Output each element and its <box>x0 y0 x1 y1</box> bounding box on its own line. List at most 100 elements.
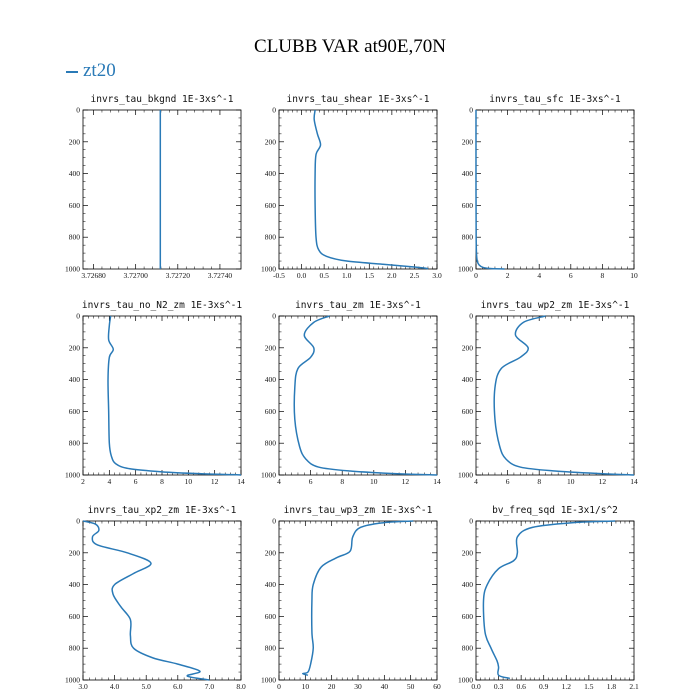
series-line-zt20 <box>493 315 635 476</box>
y-tick-label: 800 <box>462 233 474 242</box>
x-tick-label: 0.5 <box>319 271 329 280</box>
subplot-invrs-tau-no-N2-zm: invrs_tau_no_N2_zm 1E-3xs^-1 2 4 6 8 10 12 14 0 2… <box>65 300 245 486</box>
x-tick-label: 2.5 <box>410 271 420 280</box>
subplot-title: invrs_tau_xp2_zm 1E-3xs^-1 <box>88 505 237 516</box>
y-tick-label: 600 <box>265 407 277 416</box>
series-line-zt20 <box>301 520 414 676</box>
subplot-title: invrs_tau_shear 1E-3xs^-1 <box>287 94 430 105</box>
x-tick-label: 14 <box>630 477 638 486</box>
x-tick-label: 4 <box>107 477 111 486</box>
y-tick-label: 400 <box>69 375 81 384</box>
x-tick-label: 2.0 <box>387 271 397 280</box>
subplot-title: invrs_tau_wp2_zm 1E-3xs^-1 <box>481 300 630 311</box>
y-tick-label: 600 <box>462 407 474 416</box>
y-tick-label: 400 <box>462 580 474 589</box>
y-tick-label: 600 <box>462 612 474 621</box>
x-tick-label: 6.0 <box>173 682 183 691</box>
x-tick-label: 1.2 <box>562 682 572 691</box>
y-tick-label: 200 <box>462 343 474 352</box>
series-line-zt20 <box>107 315 242 476</box>
subplot-title: invrs_tau_wp3_zm 1E-3xs^-1 <box>284 505 433 516</box>
subplot-title: invrs_tau_sfc 1E-3xs^-1 <box>489 94 621 105</box>
plot-frame <box>475 520 635 681</box>
y-tick-label: 1000 <box>261 676 276 685</box>
y-tick-label: 200 <box>69 343 81 352</box>
x-tick-label: 0 <box>474 271 478 280</box>
subplot-invrs-tau-bkgnd: invrs_tau_bkgnd 1E-3xs^-1 3.72680 3.72700 3… <box>65 94 242 280</box>
subplot-bv-freq-sqd: bv_freq_sqd 1E-3x1/s^2 0.0 0.3 0.6 0.9 1.2 1.5… <box>458 505 639 691</box>
x-tick-label: 6 <box>506 477 510 486</box>
plot-frame <box>475 109 635 270</box>
x-tick-label: 4 <box>537 271 541 280</box>
x-tick-label: 8 <box>537 477 541 486</box>
x-tick-label: 1.0 <box>342 271 352 280</box>
x-tick-label: 10 <box>630 271 638 280</box>
y-tick-label: 0 <box>76 312 80 321</box>
x-tick-label: 12 <box>211 477 219 486</box>
x-tick-label: 8 <box>160 477 164 486</box>
x-tick-label: 10 <box>370 477 378 486</box>
x-tick-label: 4 <box>277 477 281 486</box>
y-tick-label: 1000 <box>65 265 80 274</box>
y-tick-label: 0 <box>76 106 80 115</box>
y-tick-label: 0 <box>469 106 473 115</box>
subplot-title: invrs_tau_zm 1E-3xs^-1 <box>295 300 421 311</box>
y-tick-label: 800 <box>69 439 81 448</box>
subplot-invrs-tau-zm: invrs_tau_zm 1E-3xs^-1 4 6 8 10 12 14 0 200 400 60… <box>261 300 441 486</box>
x-tick-label: 6 <box>309 477 313 486</box>
plot-frame <box>82 520 242 681</box>
y-tick-label: 800 <box>462 439 474 448</box>
y-tick-label: 400 <box>265 580 277 589</box>
legend-line-swatch <box>66 70 78 73</box>
y-tick-label: 0 <box>272 106 276 115</box>
x-tick-label: 3.72740 <box>208 271 233 280</box>
x-tick-label: 12 <box>402 477 410 486</box>
plot-frame <box>278 520 438 681</box>
x-tick-label: 2 <box>81 477 85 486</box>
y-tick-label: 800 <box>265 439 277 448</box>
subplot-invrs-tau-wp3-zm: invrs_tau_wp3_zm 1E-3xs^-10 10 20 30 40 50 600… <box>261 505 441 691</box>
legend-label: zt20 <box>83 60 116 81</box>
y-tick-label: 200 <box>462 548 474 557</box>
y-tick-label: 600 <box>69 407 81 416</box>
x-tick-label: 50 <box>407 682 415 691</box>
x-tick-label: 0.3 <box>494 682 504 691</box>
x-tick-label: 3.0 <box>78 682 88 691</box>
y-tick-label: 400 <box>462 375 474 384</box>
x-tick-label: 12 <box>599 477 607 486</box>
x-tick-label: 4.0 <box>110 682 120 691</box>
plot-frame <box>278 109 438 270</box>
y-tick-label: 400 <box>69 580 81 589</box>
y-tick-label: 0 <box>272 517 276 526</box>
x-tick-label: 3.0 <box>432 271 442 280</box>
x-tick-label: 5.0 <box>142 682 152 691</box>
x-tick-label: 0.9 <box>539 682 549 691</box>
y-tick-label: 800 <box>69 233 81 242</box>
y-tick-label: 200 <box>462 137 474 146</box>
series-line-zt20 <box>82 520 210 681</box>
x-tick-label: 6 <box>569 271 573 280</box>
plot-frame <box>278 315 438 476</box>
series-line-zt20 <box>313 109 429 270</box>
subplot-title: invrs_tau_no_N2_zm 1E-3xs^-1 <box>82 300 242 311</box>
x-tick-label: 8 <box>340 477 344 486</box>
series-line-zt20 <box>482 520 616 680</box>
y-tick-label: 1000 <box>458 471 473 480</box>
y-tick-label: 1000 <box>458 676 473 685</box>
x-tick-label: 4 <box>474 477 478 486</box>
y-tick-label: 800 <box>265 644 277 653</box>
subplot-title: invrs_tau_bkgnd 1E-3xs^-1 <box>91 94 234 105</box>
y-tick-label: 1000 <box>261 471 276 480</box>
x-tick-label: 10 <box>302 682 310 691</box>
y-tick-label: 1000 <box>261 265 276 274</box>
x-tick-label: 1.5 <box>365 271 375 280</box>
subplot-title: bv_freq_sqd 1E-3x1/s^2 <box>492 505 618 516</box>
y-tick-label: 0 <box>76 517 80 526</box>
figure-title: CLUBB VAR at90E,70N <box>254 36 446 57</box>
y-tick-label: 400 <box>265 375 277 384</box>
y-tick-label: 200 <box>69 548 81 557</box>
y-tick-label: 0 <box>469 312 473 321</box>
y-tick-label: 800 <box>69 644 81 653</box>
subplot-invrs-tau-sfc: invrs_tau_sfc 1E-3xs^-1 0 2 4 6 8 10 0 200 400 600… <box>458 94 638 280</box>
